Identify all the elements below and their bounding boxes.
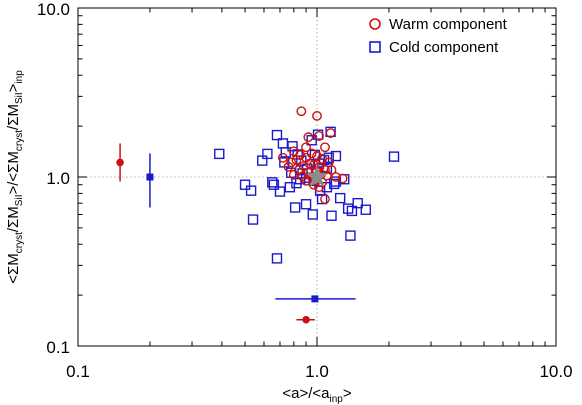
cold-point	[307, 209, 318, 220]
warm-point	[312, 110, 322, 121]
data-marks	[116, 106, 400, 324]
legend: Warm component Cold component	[369, 16, 508, 56]
cold-point	[330, 150, 342, 162]
cold-point	[321, 162, 333, 174]
warm-point	[331, 172, 341, 182]
warm-point	[291, 155, 302, 165]
x-axis-tick-labels: 0.1 1.0 10.0	[66, 362, 572, 381]
legend-marker-cold	[369, 41, 381, 53]
warm-summary-bottom-marker	[302, 315, 310, 324]
cold-point	[316, 193, 328, 205]
cold-point	[300, 199, 312, 210]
cold-point	[326, 210, 337, 221]
cold-point	[345, 230, 356, 241]
y-tick-label-2: 10.0	[37, 0, 70, 19]
warm-point	[301, 142, 311, 153]
reference-star	[305, 165, 329, 187]
warm-summary-left-marker	[116, 158, 124, 167]
cold-point	[289, 202, 301, 213]
y-tick-label-0: 0.1	[46, 338, 70, 357]
legend-label-cold: Cold component	[389, 39, 499, 56]
warm-point	[304, 158, 315, 169]
x-tick-label-0: 0.1	[66, 362, 90, 381]
cold-summary-bottom-marker	[311, 295, 319, 303]
warm-point	[320, 194, 330, 204]
warm-point	[325, 128, 336, 138]
warm-point	[278, 152, 288, 163]
y-tick-label-1: 1.0	[46, 169, 70, 188]
cold-point	[352, 197, 363, 209]
warm-point	[297, 171, 308, 182]
axis-ticks	[77, 8, 556, 347]
cold-point	[342, 203, 354, 214]
cold-point	[239, 179, 251, 190]
warm-point	[283, 161, 294, 172]
legend-marker-warm	[369, 18, 381, 30]
cold-point	[346, 205, 358, 217]
cold-point	[267, 177, 278, 188]
cold-point	[214, 148, 225, 160]
cold-point	[271, 129, 283, 141]
warm-point	[314, 131, 324, 141]
x-axis-label: <a>/<ainp>	[282, 385, 352, 405]
x-tick-label-2: 10.0	[539, 362, 572, 381]
warm-point	[337, 173, 348, 184]
cold-point	[274, 186, 286, 197]
x-tick-label-1: 1.0	[305, 362, 329, 381]
cold-point	[271, 253, 283, 264]
warm-point	[320, 142, 330, 153]
warm-point	[312, 151, 322, 161]
warm-point	[326, 165, 337, 175]
cold-point	[388, 151, 400, 162]
warm-point	[303, 132, 314, 143]
cold-point	[247, 214, 259, 225]
y-axis-tick-labels: 0.1 1.0 10.0	[37, 0, 70, 357]
cold-point	[262, 148, 273, 160]
cold-point	[268, 179, 280, 190]
cold-summary-left-marker	[146, 173, 154, 181]
legend-label-warm: Warm component	[389, 16, 508, 33]
cold-point	[334, 192, 346, 204]
warm-point	[296, 106, 307, 117]
y-axis-label: <ΣMcryst/ΣMSiI>/<ΣMcryst/ΣMSiI>inp	[5, 70, 25, 284]
cold-point	[323, 152, 334, 163]
cold-point	[328, 178, 340, 190]
cold-point	[360, 204, 371, 215]
cold-point	[245, 185, 257, 196]
